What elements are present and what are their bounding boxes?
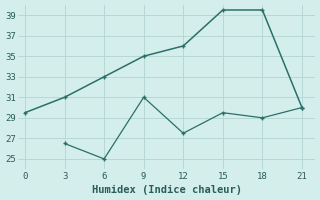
X-axis label: Humidex (Indice chaleur): Humidex (Indice chaleur)	[92, 185, 242, 195]
